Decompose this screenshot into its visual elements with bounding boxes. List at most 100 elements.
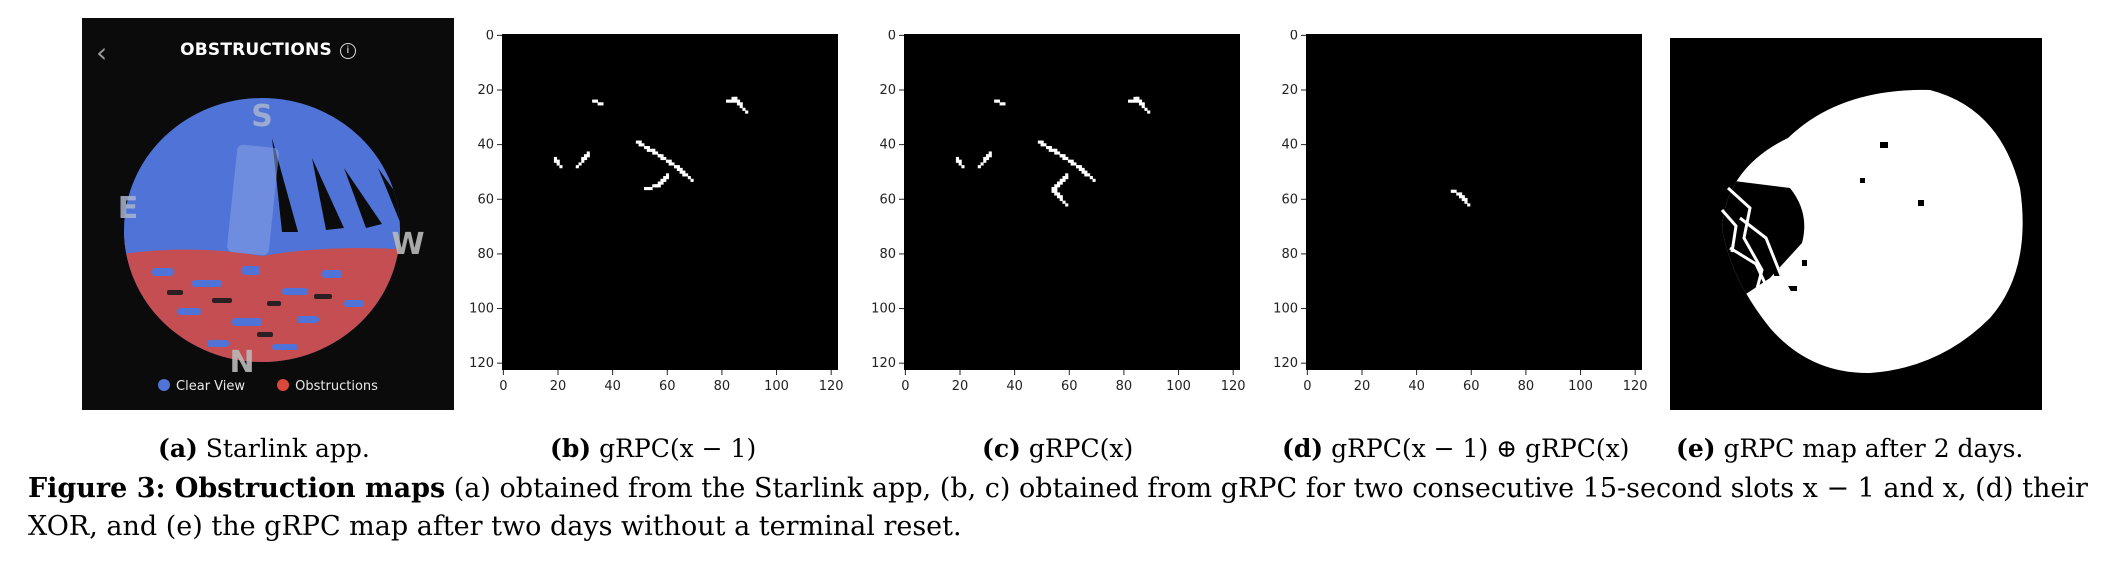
back-chevron-icon[interactable]: ‹ (96, 36, 108, 69)
obstruction-pixel (1089, 176, 1093, 180)
obstruction-pixel (586, 154, 590, 158)
heatmap-background (502, 34, 838, 370)
obstruction-pixel (1081, 170, 1085, 174)
obstruction-pixel (1056, 195, 1061, 199)
obstruction-pixel (583, 156, 588, 161)
heatmap-background (904, 34, 1240, 370)
obstruction-pixel (676, 167, 680, 171)
obstruction-pixel (646, 186, 650, 191)
compass-east: E (118, 191, 139, 226)
x-tick-label: 0 (499, 379, 507, 394)
obstruction-pixel (578, 162, 582, 166)
obstruction-pixel (1081, 167, 1085, 171)
obstruction-pixel (1133, 96, 1137, 100)
obstructions-dot-icon (277, 379, 290, 391)
x-tick-label: 100 (764, 379, 789, 394)
grpc-map-x-plot: 0 20 40 60 80 100 120 0 20 40 60 80 100 120 (871, 30, 1246, 394)
obstruction-pixel (1059, 154, 1063, 158)
obstruction-pixel (742, 107, 746, 111)
obstruction-pixel (657, 184, 661, 188)
obstruction-pixel (999, 102, 1003, 106)
obstruction-pixel (745, 110, 749, 114)
obstruction-pixel (668, 159, 672, 163)
obstruction-pixel (1065, 176, 1069, 180)
obstruction-pixel (955, 156, 960, 161)
obstruction-pixel (646, 146, 650, 150)
compass-north: N (229, 345, 254, 380)
obstruction-pixel (1056, 192, 1061, 196)
x-tick-label: 60 (659, 379, 676, 394)
obstruction-pixel (1078, 165, 1082, 169)
obstruction-pixel (644, 146, 648, 150)
grpc-map-x-minus-1-plot: 0 20 40 60 80 100 120 0 20 40 60 80 100 120 (469, 30, 844, 394)
obstruction-pixel (1056, 151, 1061, 155)
obstruction-pixel (600, 102, 604, 106)
obstruction-pixel (996, 99, 1001, 103)
obstruction-pixel (663, 176, 667, 180)
grpc-accumulated-map (1720, 89, 2023, 374)
x-tick-label: 60 (1061, 379, 1078, 394)
y-tick-label: 40 (879, 138, 896, 153)
obstruction-pixel (553, 159, 558, 163)
obstruction-pixel (581, 156, 585, 161)
obstruction-pixel (731, 99, 735, 103)
y-tick-label: 80 (1281, 247, 1298, 262)
obstruction-pixel (1084, 173, 1088, 177)
obstruction-pixel (1054, 151, 1058, 155)
obstruction-pixel (734, 99, 738, 103)
obstruction-pixel (736, 102, 741, 106)
y-tick-label: 120 (871, 356, 896, 371)
obstruction-pixel (679, 167, 683, 171)
obstruction-pixel (1092, 178, 1096, 182)
obstruction-pixel (1458, 195, 1463, 199)
x-tick-label: 20 (1354, 379, 1371, 394)
obstruction-pixel (985, 154, 990, 158)
obstruction-pixel (638, 143, 642, 147)
obstruction-pixel (1065, 156, 1069, 161)
obstruction-pixel (690, 178, 694, 182)
obstruction-pixel (583, 154, 588, 158)
obstruction-pixel (1062, 178, 1066, 182)
info-icon[interactable]: i (339, 43, 356, 59)
obstruction-pixel (1062, 200, 1066, 204)
figure-caption: Figure 3: Obstruction maps (a) obtained … (28, 473, 2088, 542)
obstruction-pixel (638, 140, 642, 144)
obstruction-pixel (657, 154, 661, 158)
x-tick-label: 80 (714, 379, 731, 394)
obstruction-pixel (660, 154, 664, 158)
obstruction-pixel (682, 173, 686, 177)
obstruction-pixel (660, 156, 664, 161)
obstruction-pixel (665, 176, 670, 180)
obstruction-pixel (1062, 156, 1066, 161)
obstruction-pixel (665, 173, 670, 177)
obstruction-pixel (1453, 189, 1457, 193)
obstruction-pixel (1461, 197, 1465, 202)
obstructions-title: OBSTRUCTIONS (180, 40, 332, 60)
x-tick-label: 80 (1116, 379, 1133, 394)
app-legend: Clear View Obstructions (82, 379, 454, 394)
obstruction-pixel (1084, 170, 1088, 174)
obstruction-pixel (1059, 197, 1063, 202)
obstruction-pixel (988, 154, 992, 158)
obstruction-pixel (679, 170, 683, 174)
obstruction-pixel (1059, 181, 1063, 185)
obstruction-pixel (597, 102, 601, 106)
obstruction-pixel (1464, 197, 1468, 202)
app-screen-title: OBSTRUCTIONS i (82, 40, 454, 60)
obstruction-pixel (1037, 140, 1041, 144)
obstruction-pixel (1048, 148, 1052, 152)
obstruction-pixel (676, 165, 680, 169)
obstruction-sky-map: S E W N (118, 98, 425, 380)
obstruction-pixel (1051, 186, 1055, 191)
obstruction-pixel (1464, 200, 1468, 204)
obstruction-pixel (977, 165, 981, 169)
subcaption-e: (e) gRPC map after 2 days. (1676, 434, 2024, 463)
y-tick-label: 40 (1281, 138, 1298, 153)
obstruction-pixel (652, 148, 656, 152)
obstruction-pixel (660, 178, 664, 182)
subcaption-a: (a) Starlink app. (158, 434, 370, 463)
x-tick-label: 100 (1568, 379, 1593, 394)
obstruction-pixel (1087, 173, 1091, 177)
x-tick-label: 120 (819, 379, 844, 394)
x-tick-label: 120 (1221, 379, 1246, 394)
